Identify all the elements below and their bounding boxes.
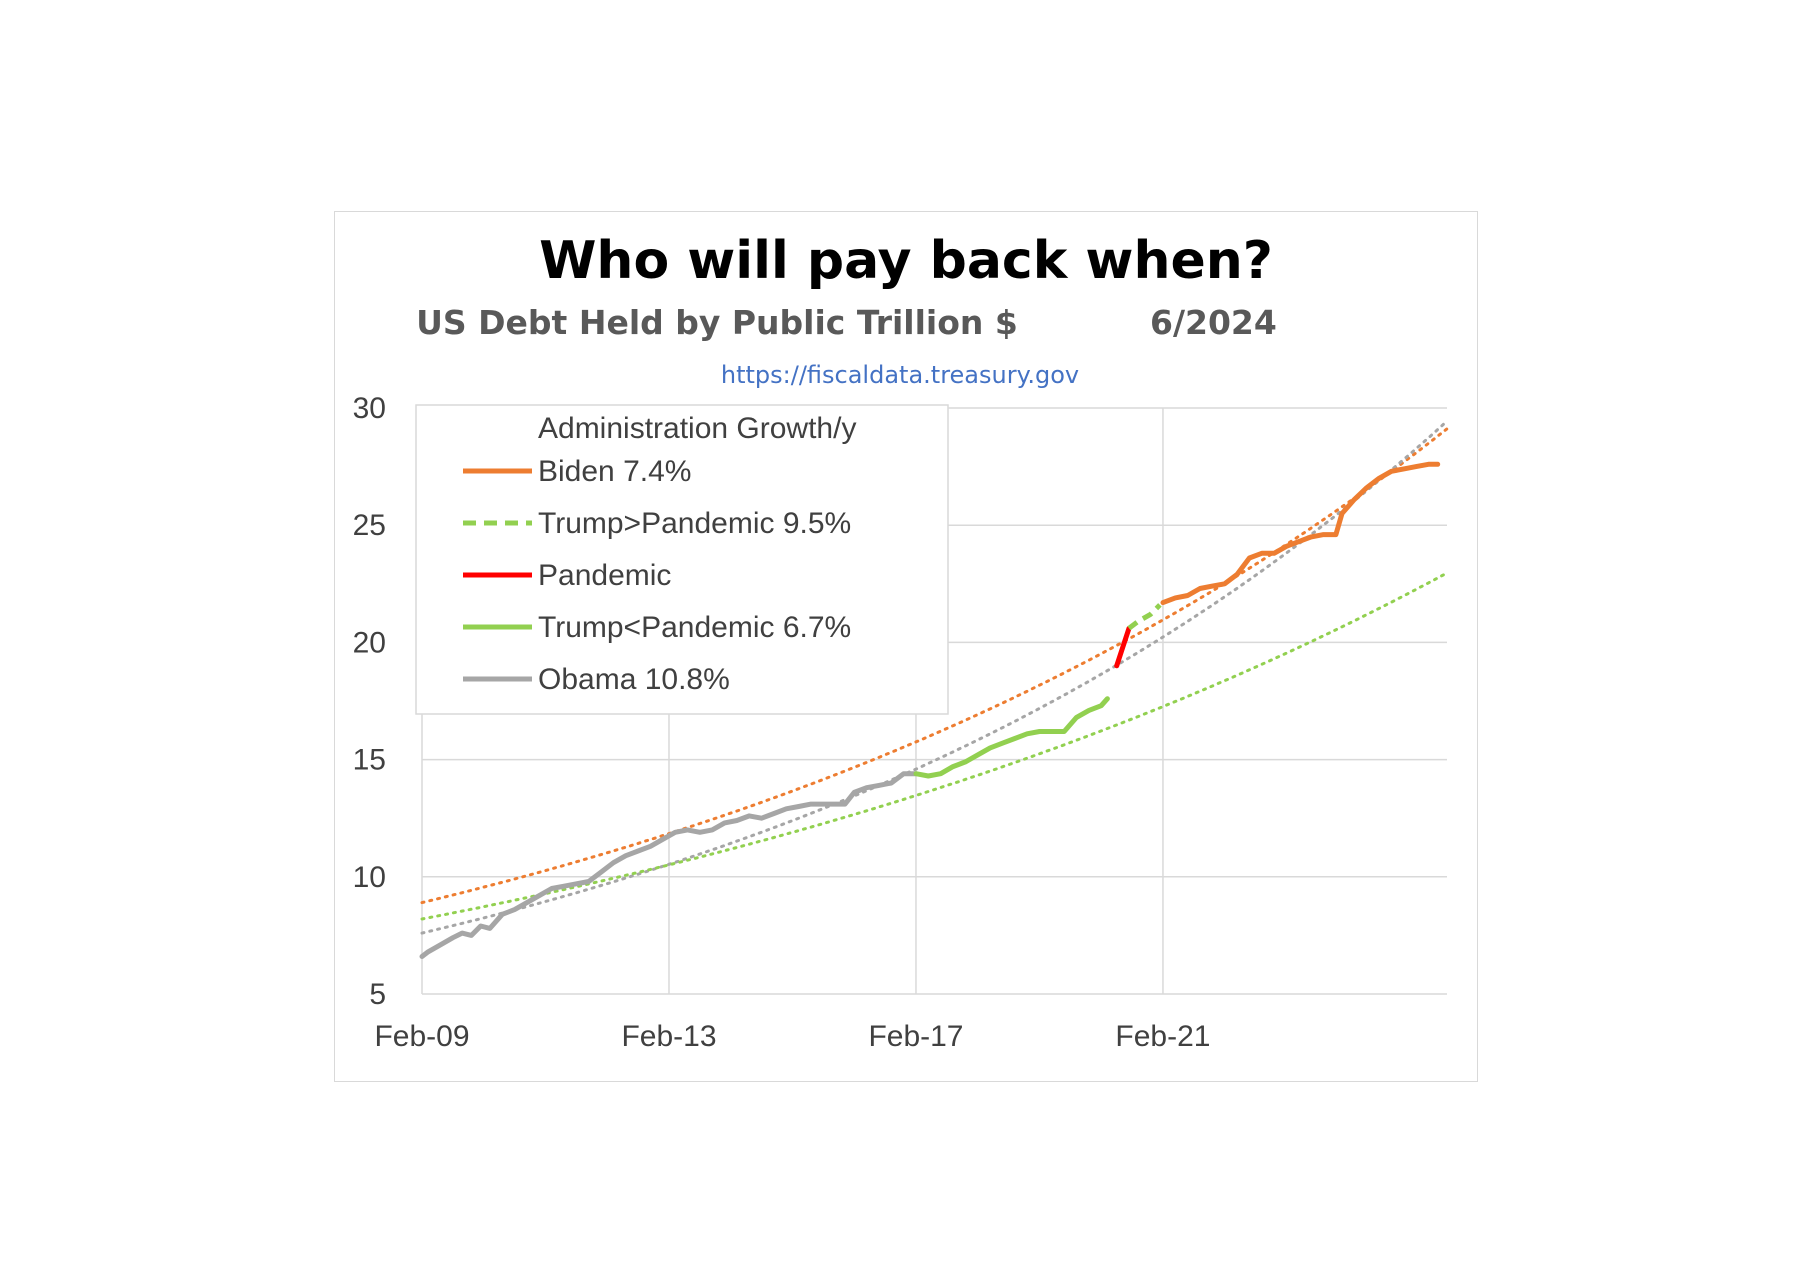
chart-subtitle: US Debt Held by Public Trillion $ [416, 303, 1018, 342]
y-tick-label: 10 [353, 861, 386, 894]
y-tick-label: 25 [353, 509, 386, 542]
legend-label-3: Trump<Pandemic 6.7% [538, 611, 851, 644]
y-tick-label: 30 [353, 392, 386, 425]
x-tick-label: Feb-13 [621, 1020, 716, 1053]
x-tick-label: Feb-21 [1115, 1020, 1210, 1053]
source-link-text[interactable]: https://fiscaldata.treasury.gov [721, 361, 1079, 389]
series-line-3 [1127, 603, 1162, 631]
legend-label-4: Obama 10.8% [538, 663, 730, 696]
legend-label-2: Pandemic [538, 559, 671, 592]
x-tick-label: Feb-17 [868, 1020, 963, 1053]
trendline-2 [420, 571, 1449, 921]
source-link[interactable]: https://fiscaldata.treasury.gov [721, 361, 1079, 389]
series-line-0 [419, 771, 919, 959]
legend-box [415, 404, 949, 715]
series-line-4 [1160, 461, 1441, 606]
series-line-1 [913, 696, 1110, 779]
x-tick-label: Feb-09 [374, 1020, 469, 1053]
trendline-1 [420, 419, 1449, 935]
series-lines [419, 461, 1441, 959]
legend-title: Administration Growth/y [538, 412, 856, 445]
chart-subtitle-date: 6/2024 [1150, 303, 1277, 342]
y-tick-label: 5 [369, 978, 386, 1011]
legend-label-1: Trump>Pandemic 9.5% [538, 507, 851, 540]
chart-title: Who will pay back when? [539, 231, 1273, 291]
y-tick-label: 15 [353, 744, 386, 777]
legend: Administration Growth/y Biden 7.4% Trump>P… [415, 404, 949, 715]
y-axis-ticks: 5 10 15 20 25 30 [353, 392, 386, 1011]
x-axis-ticks: Feb-09 Feb-13 Feb-17 Feb-21 [374, 1020, 1210, 1053]
legend-label-0: Biden 7.4% [538, 455, 691, 488]
y-tick-label: 20 [353, 626, 386, 659]
series-line-2 [1114, 625, 1132, 669]
